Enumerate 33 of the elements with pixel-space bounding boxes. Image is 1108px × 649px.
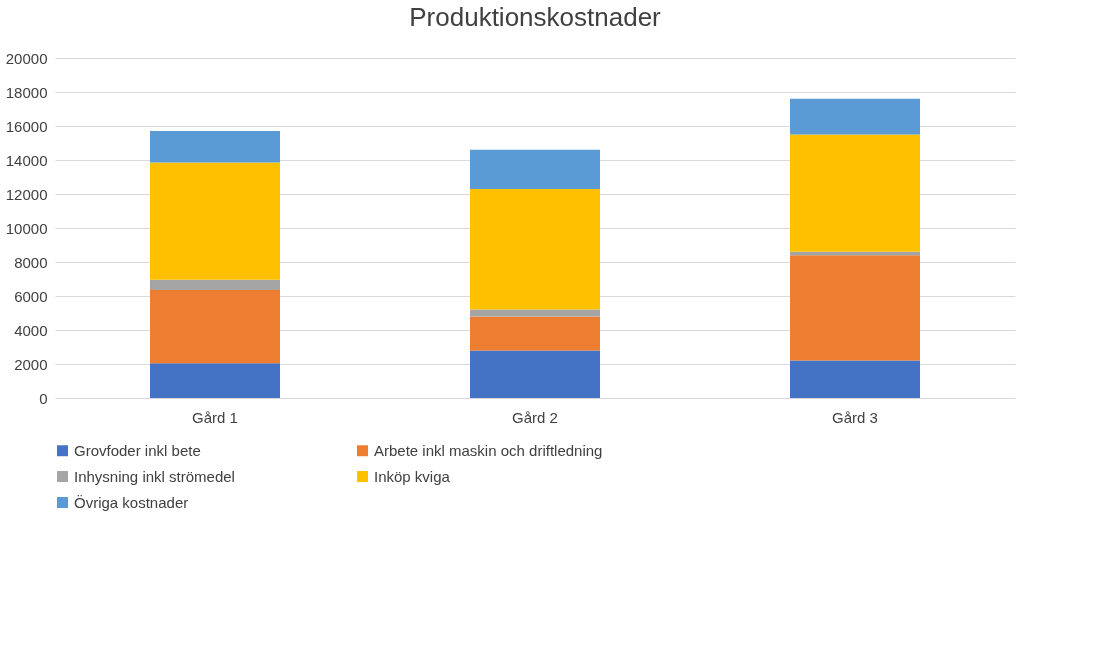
y-tick-label: 6000	[14, 287, 48, 305]
bar	[470, 316, 600, 351]
y-tick-label: 16000	[5, 117, 48, 135]
y-tick-label: 2000	[14, 355, 48, 373]
bar	[470, 350, 600, 398]
bar	[470, 188, 600, 310]
legend-label: Övriga kostnader	[74, 493, 189, 511]
chart-title: Produktionskostnader	[409, 2, 662, 32]
bar	[790, 255, 920, 361]
x-tick-label: Gård 2	[512, 408, 558, 426]
y-tick-label: 12000	[5, 185, 48, 203]
bar	[150, 162, 280, 280]
bar	[470, 149, 600, 189]
bar	[790, 360, 920, 398]
y-tick-label: 0	[39, 389, 48, 407]
y-tick-label: 8000	[14, 253, 48, 271]
y-tick-label: 10000	[5, 219, 48, 237]
bar	[150, 363, 280, 398]
bar	[790, 134, 920, 252]
y-tick-label: 20000	[5, 49, 48, 67]
bar	[790, 98, 920, 135]
y-tick-label: 4000	[14, 321, 48, 339]
bar	[150, 131, 280, 163]
y-tick-label: 18000	[5, 83, 48, 101]
bar	[150, 290, 280, 364]
legend-label: Grovfoder inkl bete	[74, 441, 201, 459]
legend-label: Inköp kviga	[374, 467, 451, 485]
legend-label: Arbete inkl maskin och driftledning	[374, 441, 603, 459]
x-tick-label: Gård 3	[832, 408, 878, 426]
legend-label: Inhysning inkl strömedel	[74, 467, 235, 485]
y-tick-label: 14000	[5, 151, 48, 169]
bar	[150, 279, 280, 291]
x-tick-label: Gård 1	[192, 408, 238, 426]
